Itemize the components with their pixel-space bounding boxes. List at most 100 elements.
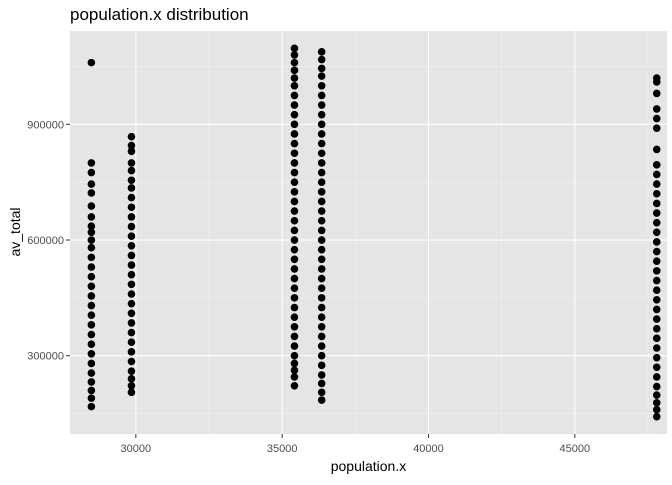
data-point: [87, 402, 96, 411]
data-point: [87, 222, 96, 230]
data-point: [87, 243, 96, 252]
data-point: [87, 359, 96, 368]
data-point: [290, 91, 299, 100]
y-tick-label: 300000: [27, 351, 64, 363]
data-point: [317, 313, 326, 321]
data-point: [652, 398, 661, 407]
data-point: [87, 330, 96, 339]
data-point: [290, 284, 299, 293]
data-point: [127, 261, 136, 269]
x-tick-label: 35000: [267, 443, 298, 455]
data-point: [87, 301, 96, 310]
x-tick-label: 45000: [560, 443, 591, 455]
data-point: [290, 303, 299, 312]
data-point: [317, 101, 326, 109]
data-point: [127, 222, 136, 231]
data-point: [127, 375, 136, 383]
data-point: [317, 139, 326, 148]
data-point: [290, 381, 299, 390]
data-point: [317, 207, 326, 215]
x-tick-label: 30000: [121, 443, 152, 455]
data-point: [127, 309, 136, 318]
data-point: [290, 265, 299, 273]
data-point: [652, 247, 661, 256]
data-point: [127, 388, 136, 397]
data-point: [290, 226, 299, 235]
data-point: [317, 55, 326, 64]
data-point: [87, 168, 96, 177]
y-axis-label: av_total: [7, 207, 23, 256]
data-point: [290, 342, 299, 350]
data-point: [652, 145, 661, 154]
data-point: [87, 253, 96, 262]
data-point: [290, 51, 299, 59]
data-point: [652, 305, 661, 314]
data-point: [652, 180, 661, 188]
data-point: [290, 44, 299, 53]
data-point: [87, 394, 96, 402]
data-point: [317, 303, 326, 312]
data-point: [652, 286, 661, 294]
data-point: [652, 78, 661, 86]
data-point: [652, 199, 661, 208]
data-point: [127, 232, 136, 240]
data-point: [87, 340, 96, 348]
data-point: [317, 48, 326, 56]
data-point: [317, 342, 326, 350]
data-point: [652, 124, 661, 132]
x-axis-label: population.x: [331, 458, 407, 474]
data-point: [87, 369, 96, 377]
data-point: [317, 361, 326, 370]
data-point: [127, 242, 136, 250]
data-point: [290, 366, 299, 375]
data-point: [127, 147, 136, 156]
data-point: [652, 89, 661, 98]
data-point: [317, 236, 326, 244]
data-point: [652, 189, 661, 198]
data-point: [317, 388, 326, 397]
data-point: [290, 188, 299, 196]
y-tick-label: 600000: [27, 235, 64, 247]
data-point: [290, 149, 299, 158]
data-point: [87, 282, 96, 291]
data-point: [87, 386, 96, 395]
data-point: [317, 110, 326, 119]
data-point: [317, 396, 326, 404]
data-point: [317, 130, 326, 138]
data-point: [127, 357, 136, 366]
data-point: [652, 334, 661, 343]
major-grid: [70, 31, 667, 434]
data-point: [290, 66, 299, 75]
data-point: [290, 101, 299, 109]
data-point: [290, 58, 299, 67]
data-point: [652, 218, 661, 227]
data-point: [317, 371, 326, 379]
data-point: [317, 322, 326, 331]
data-point: [317, 351, 326, 360]
data-point: [652, 161, 661, 169]
data-point: [290, 207, 299, 215]
chart-title: population.x distribution: [70, 5, 249, 24]
data-point: [290, 294, 299, 302]
data-point: [290, 322, 299, 331]
data-point: [652, 391, 661, 399]
data-point: [317, 332, 326, 341]
data-point: [127, 166, 136, 175]
data-point: [317, 255, 326, 264]
data-point: [290, 332, 299, 341]
data-point: [127, 176, 136, 185]
data-point: [652, 257, 661, 266]
data-point: [127, 338, 136, 347]
data-point: [652, 114, 661, 123]
data-point: [127, 193, 136, 202]
data-point: [317, 81, 326, 90]
data-point: [652, 228, 661, 237]
data-point: [290, 359, 299, 368]
data-point: [290, 139, 299, 148]
data-point: [127, 159, 136, 167]
x-axis: 30000 35000 40000 45000: [121, 434, 591, 455]
data-point: [127, 203, 136, 212]
data-point: [652, 267, 661, 275]
data-point: [87, 292, 96, 300]
data-point: [652, 363, 661, 372]
